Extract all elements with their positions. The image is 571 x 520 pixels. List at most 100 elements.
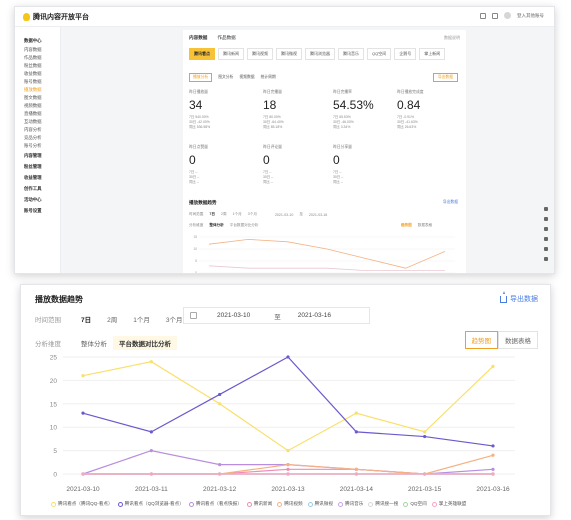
mini-view-table[interactable]: 数据表格 (417, 223, 433, 227)
feedback-icon[interactable] (544, 247, 548, 251)
data-point (286, 472, 290, 476)
sidebar-item[interactable]: 内容管理 (24, 153, 42, 158)
plus-icon[interactable] (544, 217, 548, 221)
legend-item[interactable]: 腾讯搜一搜 (368, 501, 398, 507)
subtab-play-analysis[interactable]: 播放分析 (189, 73, 213, 82)
mini-range-7d[interactable]: 7日 (209, 212, 215, 216)
sidebar-item[interactable]: 直播数据 (24, 111, 42, 116)
subtab-video-data[interactable]: 视频数据 (239, 75, 255, 79)
date-range-picker[interactable]: 2021-03-10 至 2021-03-16 (183, 307, 370, 324)
avatar[interactable] (504, 12, 511, 19)
sidebar-item[interactable]: 活动中心 (24, 197, 42, 202)
sidebar-item[interactable]: 作品数据 (24, 55, 42, 60)
data-point (149, 430, 153, 434)
metric-card: 昨日完播率 54.53% 7日 65.53% 30日 -46.00% 同比 3.34% (333, 90, 374, 130)
view-trend[interactable]: 趋势图 (464, 331, 498, 349)
x-tick-label: 2021-03-14 (340, 486, 374, 493)
metric-value: 18 (263, 98, 277, 112)
sidebar-item[interactable]: 收益管理 (24, 175, 42, 180)
legend-item[interactable]: 腾讯新闻 (246, 501, 273, 507)
data-help-link[interactable]: 数据说明 (444, 35, 460, 40)
legend-item[interactable]: QQ空间 (403, 501, 427, 507)
tab-works-data[interactable]: 作品数据 (217, 35, 236, 40)
y-tick-label: 5 (53, 448, 57, 455)
subtab-article-analysis[interactable]: 图文分析 (218, 75, 234, 79)
metric-sub: 30日 -41.63% (397, 120, 418, 124)
platform-tab[interactable]: 腾讯浏览器 (305, 48, 335, 60)
legend-item[interactable]: 腾讯微视 (307, 501, 333, 507)
sidebar-item[interactable]: 播放数据 (24, 87, 42, 92)
date-to[interactable]: 2021-03-16 (297, 312, 331, 319)
legend-item[interactable]: 腾讯看点（腾讯QQ-看点） (51, 501, 113, 507)
chat-icon[interactable] (544, 237, 548, 241)
export-small-button[interactable]: 导出数据 (432, 73, 458, 82)
range-2w[interactable]: 2周 (107, 317, 118, 324)
sidebar-item[interactable]: 图文数据 (24, 95, 42, 100)
sidebar-item[interactable]: 内容分析 (24, 127, 42, 132)
legend-item[interactable]: 掌上英雄联盟 (431, 501, 467, 507)
sidebar-item[interactable]: 视频数据 (24, 103, 42, 108)
mini-date-from[interactable]: 2021-03-10 (274, 212, 294, 217)
mini-y-tick-label: 10 (193, 247, 197, 251)
mini-range-2w[interactable]: 2周 (220, 212, 227, 216)
mini-analysis-compare[interactable]: 平台数据对比分析 (229, 223, 259, 227)
platform-tab[interactable]: 企鹅号 (394, 48, 417, 60)
sidebar-item[interactable]: 账号设置 (24, 208, 42, 213)
message-icon[interactable] (480, 12, 486, 19)
sidebar-item[interactable]: 竞品分析 (24, 135, 42, 140)
mini-date-to[interactable]: 2021-03-16 (308, 212, 328, 217)
legend-label: 掌上英雄联盟 (438, 501, 467, 506)
sidebar-item[interactable]: 收益数据 (24, 71, 42, 76)
legend-item[interactable]: 腾讯视频 (277, 501, 303, 507)
user-switch-link[interactable]: 登入其他账号 (517, 12, 544, 18)
view-table[interactable]: 数据表格 (498, 331, 538, 349)
legend-label: 腾讯新闻 (253, 501, 273, 506)
metric-label: 昨日播放完成度 (397, 90, 424, 94)
top-right-tools: 登入其他账号 (480, 12, 544, 19)
trend-panel: 播放数据趋势 导出数据 时间范围 7日 2周 1个月 3个月 2021-03-1… (20, 284, 551, 516)
metric-sub: 同比 536.58% (189, 125, 211, 129)
sidebar-item[interactable]: 数据中心 (24, 38, 42, 43)
mini-range-1m[interactable]: 1个月 (232, 212, 242, 216)
analysis-overall[interactable]: 整体分析 (81, 341, 107, 348)
mini-view-trend[interactable]: 趋势图 (401, 223, 412, 227)
data-point (218, 472, 222, 476)
notification-icon[interactable] (492, 12, 498, 19)
platform-tab[interactable]: QQ空间 (367, 48, 392, 60)
legend-item[interactable]: 腾讯音乐 (337, 501, 363, 507)
mini-export-link[interactable]: 导出数据 (442, 200, 458, 204)
mini-range-3m[interactable]: 3个月 (247, 212, 257, 216)
sidebar-item[interactable]: 互动数据 (24, 119, 42, 124)
zoom-icon[interactable] (544, 207, 548, 211)
platform-tab[interactable]: 腾讯看点 (189, 48, 215, 60)
platform-tab[interactable]: 腾讯微视 (276, 48, 302, 60)
platform-tab[interactable]: 腾讯音乐 (338, 48, 364, 60)
export-button[interactable]: 导出数据 (500, 290, 538, 304)
sidebar-item[interactable]: 内容数据 (24, 47, 42, 52)
legend-item[interactable]: 腾讯看点（QQ浏览器-看点） (117, 501, 184, 507)
sidebar-item[interactable]: 账号分析 (24, 143, 42, 148)
legend-item[interactable]: 腾讯看点（看点快报） (188, 501, 242, 507)
mini-analysis-overall[interactable]: 整体分析 (209, 223, 224, 227)
sidebar-item[interactable]: 粉丝数据 (24, 63, 42, 68)
analysis-platform-compare[interactable]: 平台数据对比分析 (113, 336, 177, 350)
top-icon[interactable] (544, 257, 548, 261)
metric-value: 0 (333, 153, 340, 167)
platform-tab[interactable]: 腾讯新闻 (218, 48, 244, 60)
range-3m[interactable]: 3个月 (165, 317, 183, 324)
sidebar-item[interactable]: 创作工具 (24, 186, 42, 191)
date-to-word: 至 (274, 313, 281, 321)
sidebar-item[interactable]: 账号数据 (24, 79, 42, 84)
range-7d[interactable]: 7日 (81, 317, 92, 324)
tab-content-data[interactable]: 内容数据 (189, 35, 208, 40)
grid-icon[interactable] (544, 227, 548, 231)
sidebar-item[interactable]: 粉丝管理 (24, 164, 42, 169)
date-from[interactable]: 2021-03-10 (217, 312, 251, 319)
platform-tab[interactable]: 腾讯视频 (247, 48, 273, 60)
x-tick-label: 2021-03-10 (66, 486, 100, 493)
brand[interactable]: 腾讯内容开放平台 (23, 12, 89, 22)
platform-tab[interactable]: 掌上新闻 (419, 48, 446, 60)
range-1m[interactable]: 1个月 (133, 317, 150, 324)
data-point (491, 444, 495, 448)
legend-label: QQ空间 (410, 501, 427, 506)
